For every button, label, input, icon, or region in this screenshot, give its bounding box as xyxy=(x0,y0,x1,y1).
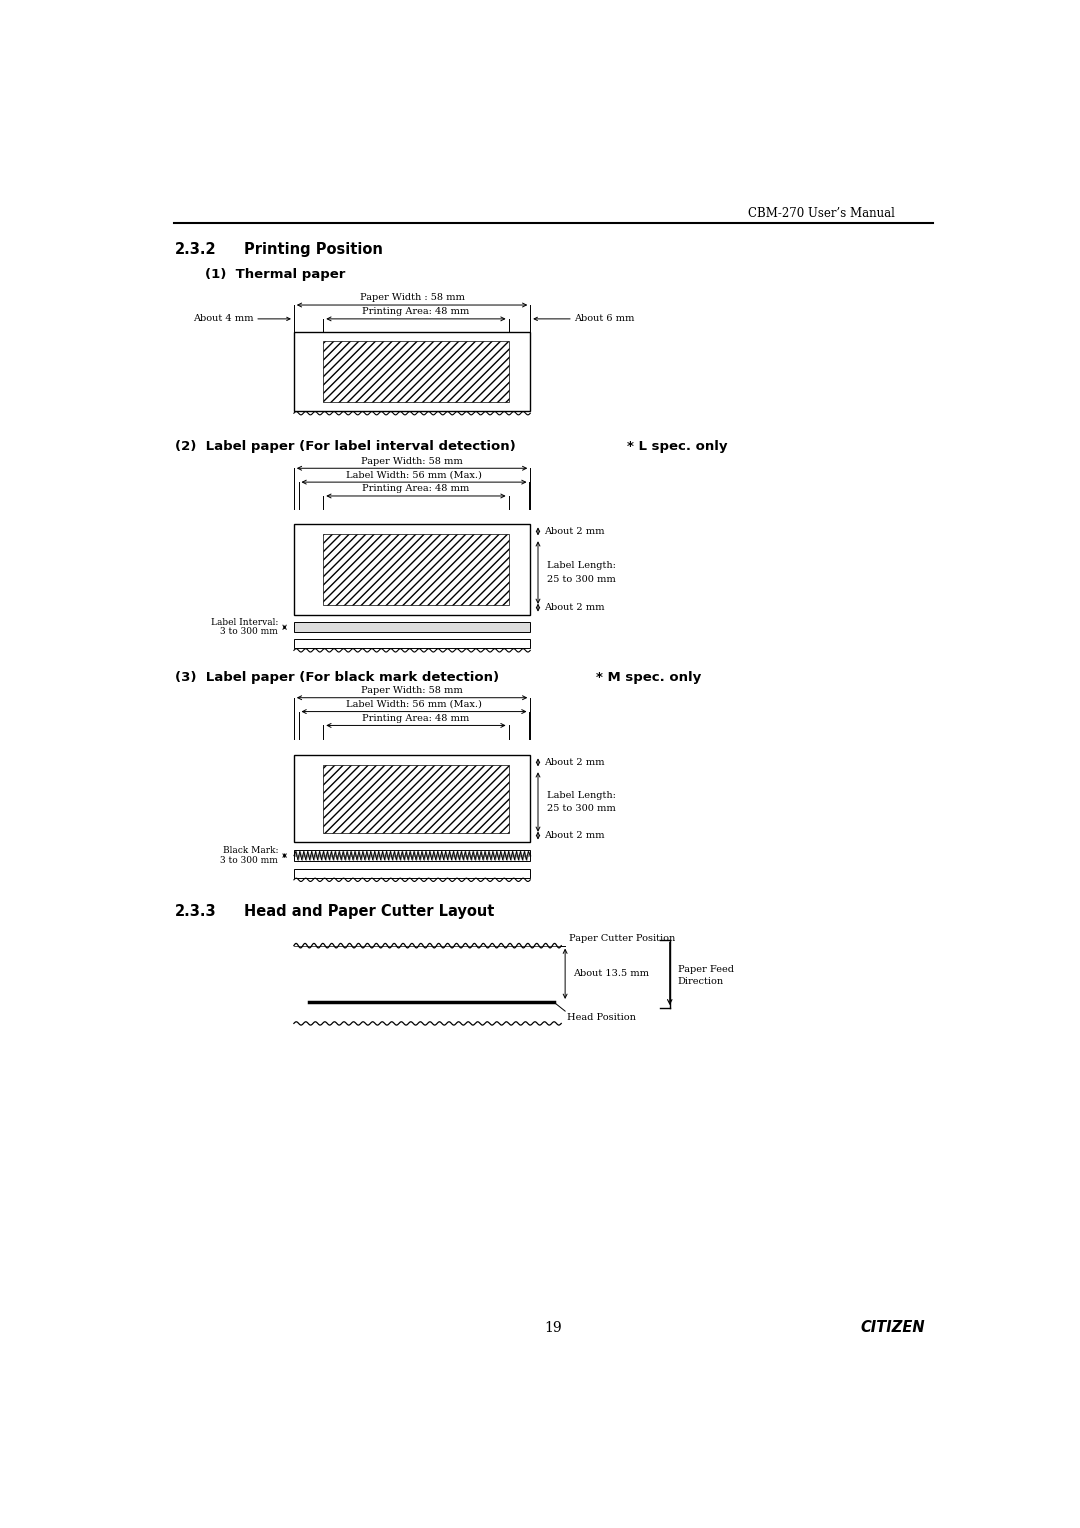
Bar xyxy=(294,868,530,879)
Text: About 2 mm: About 2 mm xyxy=(544,758,605,767)
Text: 19: 19 xyxy=(544,1322,563,1335)
Text: Label Length:: Label Length: xyxy=(548,790,617,799)
Text: About 2 mm: About 2 mm xyxy=(544,527,605,536)
Text: Paper Cutter Position: Paper Cutter Position xyxy=(569,934,675,943)
Text: CBM-270 User’s Manual: CBM-270 User’s Manual xyxy=(747,208,894,220)
Bar xyxy=(294,524,530,614)
Text: CITIZEN: CITIZEN xyxy=(861,1320,926,1335)
Text: Printing Area: 48 mm: Printing Area: 48 mm xyxy=(362,484,470,494)
Text: Label Interval:: Label Interval: xyxy=(211,619,279,626)
Text: About 4 mm: About 4 mm xyxy=(193,315,254,324)
Text: Head and Paper Cutter Layout: Head and Paper Cutter Layout xyxy=(243,905,494,918)
Text: Black Mark:: Black Mark: xyxy=(222,847,279,856)
Text: About 6 mm: About 6 mm xyxy=(575,315,635,324)
Text: Direction: Direction xyxy=(677,976,724,986)
Text: Label Width: 56 mm (Max.): Label Width: 56 mm (Max.) xyxy=(346,700,482,709)
Text: * M spec. only: * M spec. only xyxy=(596,671,701,683)
Text: (1)  Thermal paper: (1) Thermal paper xyxy=(205,267,346,281)
Bar xyxy=(294,332,530,411)
Text: Paper Width : 58 mm: Paper Width : 58 mm xyxy=(360,293,464,303)
Text: Printing Position: Printing Position xyxy=(243,241,382,257)
Text: Paper Width: 58 mm: Paper Width: 58 mm xyxy=(361,457,463,466)
Bar xyxy=(323,533,509,605)
Text: Printing Area: 48 mm: Printing Area: 48 mm xyxy=(362,714,470,723)
Text: About 2 mm: About 2 mm xyxy=(544,604,605,613)
Text: About 2 mm: About 2 mm xyxy=(544,831,605,840)
Bar xyxy=(294,639,530,648)
Text: Printing Area: 48 mm: Printing Area: 48 mm xyxy=(362,307,470,316)
Text: Label Width: 56 mm (Max.): Label Width: 56 mm (Max.) xyxy=(346,471,482,480)
Bar xyxy=(294,755,530,842)
Bar xyxy=(323,341,509,402)
Text: Paper Feed: Paper Feed xyxy=(677,966,733,975)
Bar xyxy=(294,850,530,860)
Text: 25 to 300 mm: 25 to 300 mm xyxy=(548,804,616,813)
Text: (3)  Label paper (For black mark detection): (3) Label paper (For black mark detectio… xyxy=(175,671,499,683)
Text: Head Position: Head Position xyxy=(567,1013,636,1022)
Bar xyxy=(323,764,509,833)
Text: Label Length:: Label Length: xyxy=(548,561,617,570)
Text: 3 to 300 mm: 3 to 300 mm xyxy=(220,856,279,865)
Text: Paper Width: 58 mm: Paper Width: 58 mm xyxy=(361,686,463,695)
Text: (2)  Label paper (For label interval detection): (2) Label paper (For label interval dete… xyxy=(175,440,516,452)
Bar xyxy=(294,622,530,633)
Text: 3 to 300 mm: 3 to 300 mm xyxy=(220,628,279,636)
Text: 25 to 300 mm: 25 to 300 mm xyxy=(548,575,616,584)
Text: 2.3.2: 2.3.2 xyxy=(175,241,217,257)
Text: 2.3.3: 2.3.3 xyxy=(175,905,217,918)
Text: * L spec. only: * L spec. only xyxy=(627,440,728,452)
Text: About 13.5 mm: About 13.5 mm xyxy=(572,969,649,978)
